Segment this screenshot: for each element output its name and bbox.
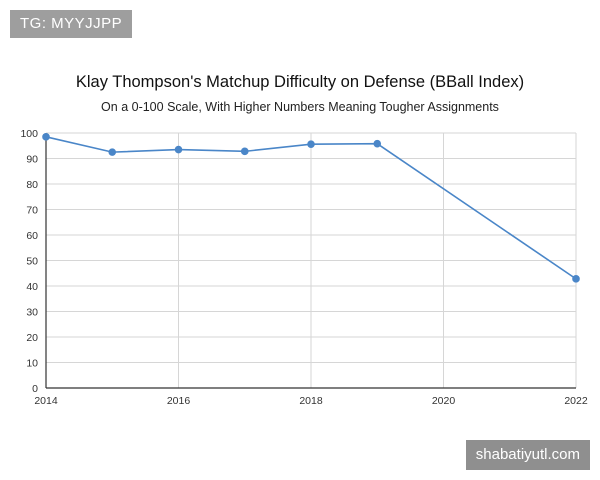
data-point-2016 <box>174 145 183 154</box>
y-tick-label-0: 0 <box>32 383 38 395</box>
chart-title: Klay Thompson's Matchup Difficulty on De… <box>75 73 525 91</box>
y-tick-label-70: 70 <box>26 205 38 217</box>
y-tick-label-100: 100 <box>20 128 38 140</box>
data-point-2015 <box>108 148 117 156</box>
series-layer <box>42 133 580 283</box>
y-tick-label-80: 80 <box>26 179 38 191</box>
y-tick-label-60: 60 <box>26 230 38 242</box>
data-point-2014 <box>42 133 50 141</box>
data-point-2019 <box>373 139 382 148</box>
grid-layer <box>46 132 577 388</box>
y-tick-label-90: 90 <box>26 154 38 166</box>
y-tick-label-30: 30 <box>26 307 38 319</box>
watermark-label: shabatiyutl.com <box>465 440 590 470</box>
x-tick-label-2018: 2018 <box>299 395 323 407</box>
x-tick-label-2016: 2016 <box>167 395 191 407</box>
y-tick-label-40: 40 <box>26 281 38 293</box>
x-tick-label-2022: 2022 <box>564 395 588 407</box>
data-point-2022 <box>572 275 580 283</box>
axis-layer: 0 10 20 30 40 50 60 70 80 90 100 2014 2016 2018 2020 20… <box>20 128 587 407</box>
y-tick-label-10: 10 <box>26 358 38 370</box>
x-tick-label-2014: 2014 <box>34 395 58 407</box>
tag-label: TG: MYYJJPP <box>10 10 133 38</box>
y-tick-label-50: 50 <box>26 256 38 268</box>
data-point-2018 <box>307 140 315 149</box>
chart-subtitle: On a 0-100 Scale, With Higher Numbers Me… <box>101 100 499 114</box>
y-tick-label-20: 20 <box>26 332 38 344</box>
data-point-2017 <box>240 147 249 156</box>
x-tick-label-2020: 2020 <box>432 395 456 407</box>
